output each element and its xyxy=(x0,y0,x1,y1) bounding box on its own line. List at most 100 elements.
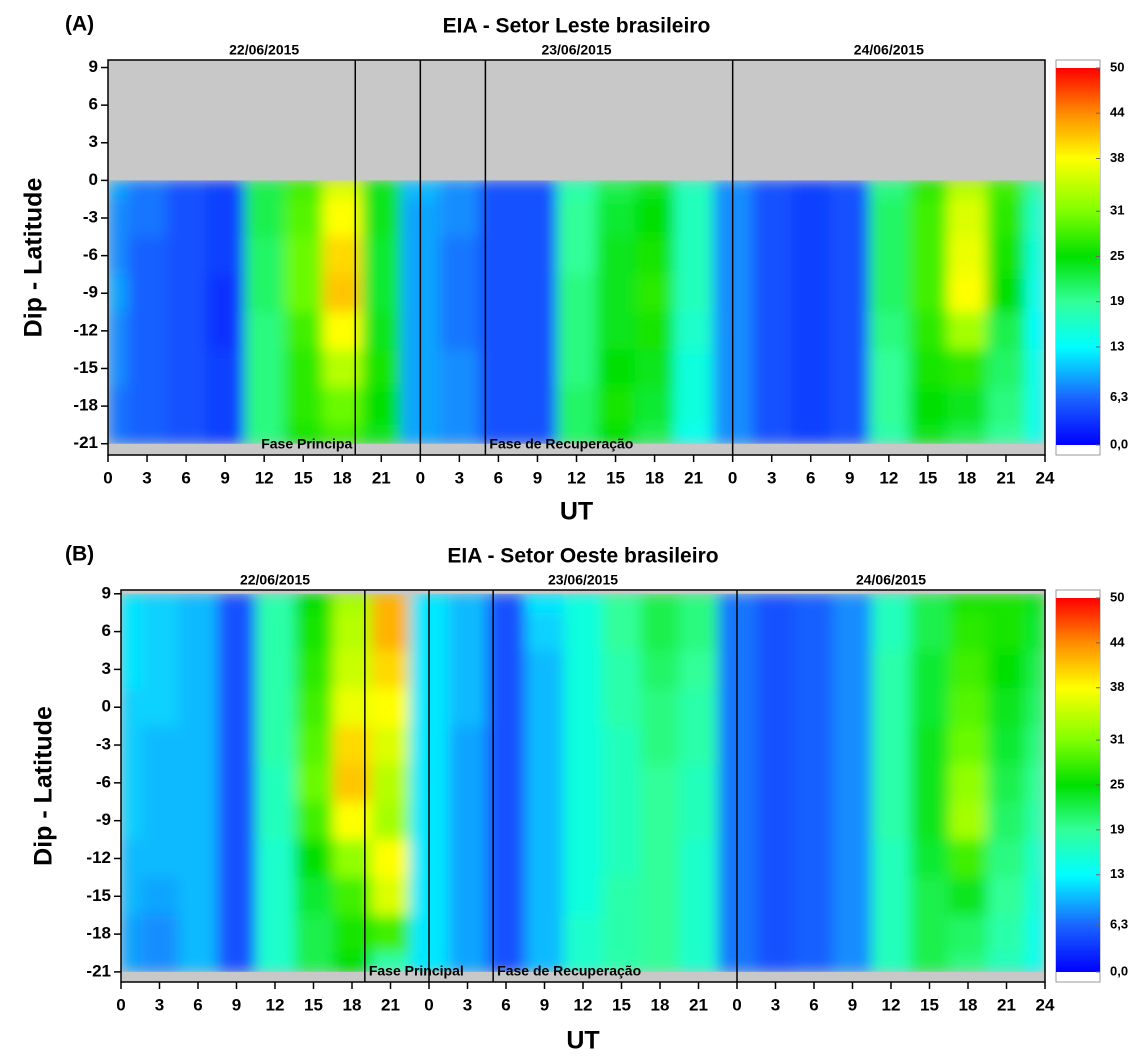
colorbar-tick-label: 13 xyxy=(1110,338,1124,353)
heatmap-cell xyxy=(108,180,129,200)
heatmap-cell xyxy=(371,763,411,803)
heatmap-cell xyxy=(517,199,558,238)
y-tick-label: 6 xyxy=(89,95,98,114)
heatmap-cell xyxy=(986,349,1026,388)
x-tick-label: 12 xyxy=(879,468,898,487)
heatmap-cell xyxy=(140,650,180,689)
x-tick-label: 12 xyxy=(574,995,593,1014)
colorbar-tick-label: 0,0 xyxy=(1110,963,1128,978)
heatmap-cell xyxy=(517,274,558,313)
heatmap-cell xyxy=(294,801,334,841)
heatmap-cell xyxy=(791,236,831,275)
x-tick-label: 18 xyxy=(959,995,978,1014)
heatmap-cell xyxy=(987,839,1027,878)
heatmap-cell xyxy=(140,726,180,765)
heatmap-cell xyxy=(283,180,324,200)
heatmap-cell xyxy=(563,593,603,614)
heatmap-cell xyxy=(556,387,597,426)
heatmap-cell xyxy=(217,839,257,878)
heatmap-cell xyxy=(640,763,680,803)
heatmap-cell xyxy=(752,312,792,351)
heatmap-cell xyxy=(127,274,168,313)
heatmap-cell xyxy=(121,953,141,972)
heatmap-cell xyxy=(486,953,526,972)
heatmap-cell xyxy=(322,199,363,238)
heatmap-cell xyxy=(794,915,834,954)
heatmap-cell xyxy=(371,650,411,689)
x-tick-label: 0 xyxy=(116,995,125,1014)
x-tick-label: 15 xyxy=(612,995,631,1014)
heatmap-cell xyxy=(283,236,324,275)
heatmap-cell xyxy=(602,688,642,727)
heatmap-cell xyxy=(283,387,324,426)
heatmap-cell xyxy=(294,726,334,765)
heatmap-cell xyxy=(121,650,141,689)
heatmap-cell xyxy=(108,199,129,238)
x-tick-label: 18 xyxy=(645,468,664,487)
heatmap-cell xyxy=(244,180,285,200)
heatmap-cell xyxy=(948,650,988,689)
heatmap-cell xyxy=(525,915,565,954)
heatmap-cell xyxy=(794,726,834,765)
heatmap-cell xyxy=(556,349,597,388)
heatmap-cell xyxy=(178,688,218,727)
x-tick-label: 21 xyxy=(372,468,391,487)
heatmap-cell xyxy=(371,839,411,878)
heatmap-cell xyxy=(869,180,909,200)
annotation: Fase de Recuperação xyxy=(497,963,641,979)
heatmap-cell xyxy=(948,726,988,765)
heatmap-cell xyxy=(178,612,218,652)
heatmap-cell xyxy=(908,424,948,444)
heatmap-cell xyxy=(830,236,870,275)
heatmap-cell xyxy=(794,612,834,652)
colorbar-tick-label: 19 xyxy=(1110,293,1124,308)
heatmap-cell xyxy=(525,593,565,614)
heatmap-cell xyxy=(830,387,870,426)
x-tick-label: 12 xyxy=(255,468,274,487)
heatmap-cell xyxy=(517,180,558,200)
heatmap-cell xyxy=(635,199,675,238)
heatmap-cell xyxy=(986,424,1026,444)
heatmap-cell xyxy=(439,312,480,351)
x-tick-label: 21 xyxy=(381,995,400,1014)
heatmap-cell xyxy=(486,593,526,614)
heatmap-cell xyxy=(987,915,1027,954)
heatmap-cell xyxy=(255,839,295,878)
heatmap-cell xyxy=(108,274,129,313)
heatmap-cell xyxy=(1025,877,1045,916)
colorbar-tick-label: 0,0 xyxy=(1110,436,1128,451)
colorbar xyxy=(1056,68,1100,445)
panel-label: (A) xyxy=(65,13,94,36)
y-tick-label: 9 xyxy=(102,583,111,602)
heatmap-cell xyxy=(563,612,603,652)
heatmap-cell xyxy=(255,763,295,803)
heatmap-cell xyxy=(640,801,680,841)
heatmap-cell xyxy=(332,839,372,878)
heatmap-cell xyxy=(121,877,141,916)
heatmap-cell xyxy=(1025,274,1045,313)
x-tick-label: 18 xyxy=(343,995,362,1014)
y-axis-label: Dip - Latitude xyxy=(30,706,58,866)
heatmap-cell xyxy=(525,877,565,916)
heatmap-cell xyxy=(255,801,295,841)
heatmap-cell xyxy=(640,593,680,614)
heatmap-cell xyxy=(371,726,411,765)
heatmap-cell xyxy=(794,877,834,916)
x-tick-label: 0 xyxy=(103,468,112,487)
heatmap-cell xyxy=(791,387,831,426)
heatmap-cell xyxy=(525,726,565,765)
heatmap-cell xyxy=(332,915,372,954)
heatmap-cell xyxy=(322,180,363,200)
heatmap-cell xyxy=(448,915,488,954)
heatmap-cell xyxy=(361,199,402,238)
heatmap-cell xyxy=(205,424,246,444)
x-tick-label: 3 xyxy=(767,468,776,487)
heatmap-cell xyxy=(217,953,257,972)
heatmap-cell xyxy=(244,424,285,444)
x-tick-label: 9 xyxy=(220,468,229,487)
y-tick-label: -21 xyxy=(86,961,111,980)
heatmap-cell xyxy=(563,877,603,916)
heatmap-cell xyxy=(332,650,372,689)
heatmap-cell xyxy=(752,180,792,200)
heatmap-cell xyxy=(871,839,911,878)
